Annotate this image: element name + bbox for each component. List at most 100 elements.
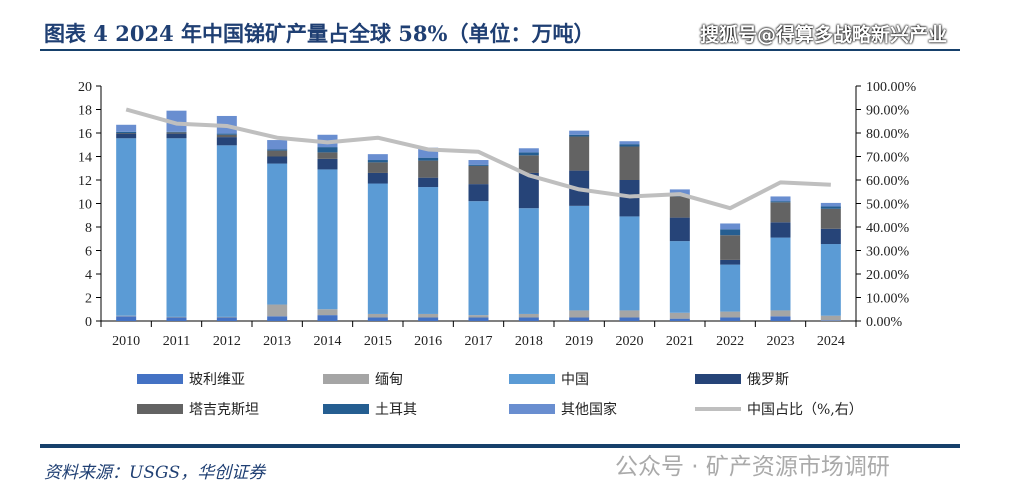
- bar-segment: [317, 147, 338, 153]
- bar-segment: [569, 134, 590, 137]
- bar-segment: [367, 172, 388, 184]
- bar-segment: [116, 316, 137, 321]
- legend-swatch: [509, 404, 555, 414]
- bar-segment: [367, 313, 388, 318]
- bar-segment: [116, 138, 137, 316]
- bar-segment: [317, 169, 338, 310]
- watermark-bottom: 公众号 · 矿产资源市场调研: [615, 454, 890, 480]
- legend-item: 其他国家: [509, 400, 695, 418]
- bar-segment: [720, 311, 741, 318]
- bar-segment: [267, 149, 288, 151]
- chart: 0 2 4 6 8 10 12 14 16 18 20 0.00% 10.00% 20.00% 30.00%…: [78, 80, 917, 349]
- bar-segment: [619, 317, 640, 321]
- legend-item: 土耳其: [323, 400, 509, 418]
- x-tick-label: 2021: [666, 334, 694, 349]
- legend-item: 俄罗斯: [695, 370, 881, 388]
- legend-label: 其他国家: [561, 402, 617, 418]
- bar-segment: [468, 164, 489, 166]
- bar-segment: [116, 131, 137, 133]
- y2-tick-label: 10.00%: [866, 292, 910, 307]
- bar-segment: [166, 317, 187, 321]
- bar-segment: [518, 152, 539, 156]
- y-tick-label: 8: [85, 221, 92, 236]
- x-tick-label: 2016: [414, 334, 442, 349]
- y-tick-label: 10: [78, 198, 92, 213]
- x-tick-label: 2015: [364, 334, 392, 349]
- bar-segment: [367, 160, 388, 163]
- x-tick-label: 2022: [716, 334, 744, 349]
- y2-tick-label: 20.00%: [866, 268, 910, 283]
- bar-segment: [468, 165, 489, 185]
- bar-segment: [116, 133, 137, 134]
- y2-tick-label: 40.00%: [866, 221, 910, 236]
- bar-segment: [619, 310, 640, 318]
- bar-segment: [820, 206, 841, 209]
- chart-title: 图表 4 2024 年中国锑矿产量占全球 58%（单位：万吨）: [44, 21, 595, 46]
- bar-segment: [216, 133, 237, 135]
- bar-segment: [367, 154, 388, 161]
- bar-segment: [418, 157, 439, 161]
- bar-segment: [619, 216, 640, 311]
- bar-segment: [267, 304, 288, 317]
- y-tick-label: 18: [78, 104, 92, 119]
- x-tick-label: 2010: [112, 334, 140, 349]
- y-tick-label: 14: [78, 151, 92, 166]
- bar-segment: [518, 208, 539, 314]
- bar-segment: [518, 155, 539, 173]
- x-tick-label: 2024: [817, 334, 845, 349]
- bar-segment: [367, 317, 388, 321]
- watermark-top: 搜狐号@得算多战略新兴产业: [700, 24, 948, 46]
- bar-segment: [166, 110, 187, 132]
- bar-segment: [468, 317, 489, 321]
- y2-tick-label: 80.00%: [866, 127, 910, 142]
- y-tick-label: 12: [78, 174, 92, 189]
- bar-segment: [569, 136, 590, 171]
- bar-segment: [418, 177, 439, 188]
- x-tick-label: 2023: [767, 334, 795, 349]
- bar-segment: [619, 141, 640, 145]
- bar-segment: [418, 160, 439, 178]
- source-note: 资料来源：USGS，华创证券: [44, 463, 266, 483]
- footer-divider: [40, 444, 960, 448]
- y2-tick-label: 100.00%: [866, 80, 917, 95]
- bar-segment: [820, 208, 841, 229]
- bar-segment: [569, 310, 590, 318]
- bar-segment: [166, 133, 187, 139]
- bar-segment: [418, 313, 439, 318]
- bar-segment: [468, 160, 489, 165]
- legend-swatch: [137, 404, 183, 414]
- bar-segment: [267, 156, 288, 164]
- bar-segment: [720, 229, 741, 236]
- bar-segment: [267, 140, 288, 150]
- bar-segment: [619, 144, 640, 147]
- y-tick-label: 4: [85, 268, 92, 283]
- y-tick-label: 0: [85, 315, 92, 330]
- bar-segment: [166, 131, 187, 133]
- bar-segment: [720, 223, 741, 230]
- legend-label: 土耳其: [375, 402, 417, 418]
- bar-segment: [216, 134, 237, 138]
- y2-tick-label: 30.00%: [866, 245, 910, 260]
- x-tick-label: 2013: [263, 334, 291, 349]
- bar-segment: [720, 317, 741, 321]
- bar-segment: [669, 241, 690, 313]
- bar-segment: [820, 244, 841, 316]
- bar-segment: [569, 205, 590, 311]
- bar-segment: [216, 317, 237, 321]
- bar-segment: [468, 315, 489, 318]
- bar-segment: [166, 132, 187, 134]
- legend-label: 塔吉克斯坦: [189, 402, 259, 418]
- legend-swatch: [137, 374, 183, 384]
- bar-segment: [669, 217, 690, 242]
- legend-swatch: [509, 374, 555, 384]
- bar-segment: [669, 318, 690, 321]
- bar-segment: [720, 264, 741, 312]
- title-divider: [40, 49, 960, 51]
- bar-segment: [468, 201, 489, 316]
- bar-segment: [418, 147, 439, 158]
- bar-segment: [216, 316, 237, 318]
- bar-segment: [569, 130, 590, 135]
- bar-segment: [468, 184, 489, 202]
- y2-tick-label: 90.00%: [866, 104, 910, 119]
- bar-segment: [216, 145, 237, 317]
